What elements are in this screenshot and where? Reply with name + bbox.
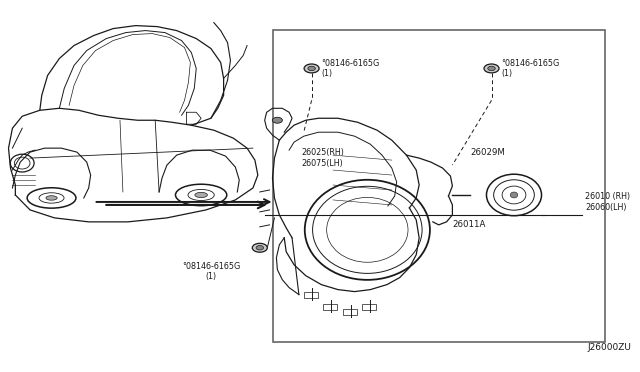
Text: °08146-6165G
(1): °08146-6165G (1) <box>501 59 559 78</box>
Bar <box>273 31 605 341</box>
Text: °08146-6165G
(1): °08146-6165G (1) <box>321 59 380 78</box>
Text: 26029M: 26029M <box>470 148 505 157</box>
Circle shape <box>484 64 499 73</box>
Text: 26010 (RH)
26060(LH): 26010 (RH) 26060(LH) <box>586 192 630 212</box>
Text: 26025(RH)
26075(LH): 26025(RH) 26075(LH) <box>302 148 345 167</box>
Ellipse shape <box>195 192 207 198</box>
Text: 26011A: 26011A <box>452 220 486 229</box>
Circle shape <box>252 243 268 252</box>
Circle shape <box>304 64 319 73</box>
Circle shape <box>273 117 282 123</box>
Text: J26000ZU: J26000ZU <box>588 343 631 352</box>
Bar <box>362 304 376 310</box>
Ellipse shape <box>46 196 57 200</box>
Ellipse shape <box>510 192 518 198</box>
Text: °08146-6165G
(1): °08146-6165G (1) <box>182 262 240 281</box>
Circle shape <box>488 66 495 71</box>
Circle shape <box>256 246 264 250</box>
Bar <box>323 304 337 310</box>
Bar <box>343 309 356 314</box>
Circle shape <box>308 66 316 71</box>
Bar <box>304 292 317 298</box>
